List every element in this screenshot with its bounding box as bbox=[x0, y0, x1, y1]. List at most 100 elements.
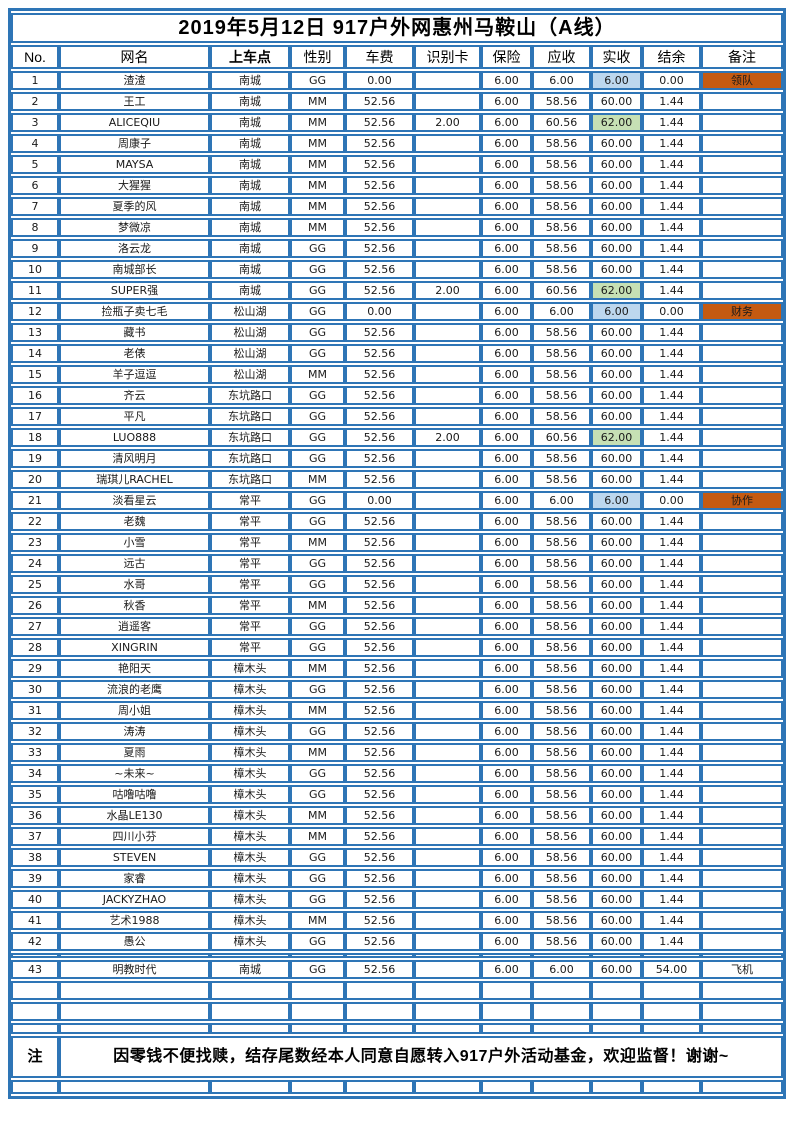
cell-stop: 常平 bbox=[210, 512, 290, 531]
cell-balance: 1.44 bbox=[642, 449, 701, 468]
cell-paid: 60.00 bbox=[591, 617, 642, 636]
cell-no: 9 bbox=[11, 239, 59, 258]
cell-insurance: 6.00 bbox=[481, 470, 532, 489]
cell-remark bbox=[701, 911, 783, 930]
cell-gender: MM bbox=[290, 134, 345, 153]
cell-gender: GG bbox=[290, 386, 345, 405]
cell-insurance: 6.00 bbox=[481, 92, 532, 111]
cell-stop: 樟木头 bbox=[210, 785, 290, 804]
cell-card: 2.00 bbox=[414, 281, 481, 300]
cell-due: 58.56 bbox=[532, 239, 591, 258]
table-row: 26 秋香 常平 MM 52.56 6.00 58.56 60.00 1.44 bbox=[11, 596, 783, 615]
cell-no: 35 bbox=[11, 785, 59, 804]
table-row: 32 涛涛 樟木头 GG 52.56 6.00 58.56 60.00 1.44 bbox=[11, 722, 783, 741]
cell-name: 齐云 bbox=[59, 386, 210, 405]
cell-due: 58.56 bbox=[532, 785, 591, 804]
column-header-remark: 备注 bbox=[701, 45, 783, 69]
empty-cell bbox=[532, 1023, 591, 1034]
cell-gender: GG bbox=[290, 260, 345, 279]
column-header-no: No. bbox=[11, 45, 59, 69]
cell-balance: 1.44 bbox=[642, 764, 701, 783]
roster-table-body: 1 渣渣 南城 GG 0.00 6.00 6.00 6.00 0.00 领队 2 王工 南城 MM 52.5… bbox=[11, 71, 783, 1094]
cell-stop: 南城 bbox=[210, 92, 290, 111]
cell-no: 6 bbox=[11, 176, 59, 195]
cell-remark bbox=[701, 848, 783, 867]
empty-cell bbox=[481, 1002, 532, 1021]
column-header-stop: 上车点 bbox=[210, 45, 290, 69]
note-row: 注因零钱不便找赎，结存尾数经本人同意自愿转入917户外活动基金，欢迎监督！谢谢~ bbox=[11, 1036, 783, 1078]
table-row: 16 齐云 东坑路口 GG 52.56 6.00 58.56 60.00 1.44 bbox=[11, 386, 783, 405]
cell-no: 19 bbox=[11, 449, 59, 468]
cell-stop: 樟木头 bbox=[210, 932, 290, 951]
empty-cell bbox=[591, 953, 642, 958]
cell-gender: GG bbox=[290, 722, 345, 741]
empty-cell bbox=[290, 1023, 345, 1034]
table-row: 5 MAYSA 南城 MM 52.56 6.00 58.56 60.00 1.44 bbox=[11, 155, 783, 174]
cell-remark bbox=[701, 218, 783, 237]
cell-card bbox=[414, 722, 481, 741]
empty-cell bbox=[345, 1023, 414, 1034]
cell-due: 6.00 bbox=[532, 71, 591, 90]
empty-cell bbox=[591, 1002, 642, 1021]
empty-cell bbox=[11, 1002, 59, 1021]
cell-stop: 松山湖 bbox=[210, 323, 290, 342]
cell-stop: 常平 bbox=[210, 575, 290, 594]
cell-card bbox=[414, 365, 481, 384]
cell-stop: 樟木头 bbox=[210, 890, 290, 909]
cell-due: 58.56 bbox=[532, 470, 591, 489]
cell-remark bbox=[701, 890, 783, 909]
table-row: 13 藏书 松山湖 GG 52.56 6.00 58.56 60.00 1.44 bbox=[11, 323, 783, 342]
cell-card bbox=[414, 743, 481, 762]
cell-card bbox=[414, 323, 481, 342]
cell-paid: 60.00 bbox=[591, 470, 642, 489]
cell-gender: MM bbox=[290, 176, 345, 195]
table-row: 36 水晶LE130 樟木头 MM 52.56 6.00 58.56 60.00 1.44 bbox=[11, 806, 783, 825]
empty-cell bbox=[59, 953, 210, 958]
cell-name: 水哥 bbox=[59, 575, 210, 594]
cell-card bbox=[414, 92, 481, 111]
cell-remark bbox=[701, 764, 783, 783]
cell-gender: MM bbox=[290, 596, 345, 615]
cell-card bbox=[414, 659, 481, 678]
empty-cell bbox=[414, 1023, 481, 1034]
table-row: 39 家睿 樟木头 GG 52.56 6.00 58.56 60.00 1.44 bbox=[11, 869, 783, 888]
cell-fare: 52.56 bbox=[345, 197, 414, 216]
cell-stop: 南城 bbox=[210, 71, 290, 90]
cell-stop: 常平 bbox=[210, 533, 290, 552]
cell-card bbox=[414, 344, 481, 363]
cell-gender: MM bbox=[290, 365, 345, 384]
empty-cell bbox=[701, 1002, 783, 1021]
cell-paid: 60.00 bbox=[591, 575, 642, 594]
cell-no: 36 bbox=[11, 806, 59, 825]
cell-name: 梦微凉 bbox=[59, 218, 210, 237]
empty-cell bbox=[481, 953, 532, 958]
cell-due: 58.56 bbox=[532, 806, 591, 825]
cell-remark bbox=[701, 722, 783, 741]
cell-gender: MM bbox=[290, 806, 345, 825]
cell-remark bbox=[701, 638, 783, 657]
cell-insurance: 6.00 bbox=[481, 491, 532, 510]
cell-due: 60.56 bbox=[532, 281, 591, 300]
column-header-due: 应收 bbox=[532, 45, 591, 69]
cell-balance: 1.44 bbox=[642, 113, 701, 132]
cell-paid: 60.00 bbox=[591, 449, 642, 468]
column-header-name: 网名 bbox=[59, 45, 210, 69]
cell-paid: 60.00 bbox=[591, 596, 642, 615]
cell-fare: 0.00 bbox=[345, 302, 414, 321]
cell-balance: 1.44 bbox=[642, 785, 701, 804]
cell-paid: 60.00 bbox=[591, 743, 642, 762]
cell-due: 58.56 bbox=[532, 869, 591, 888]
cell-insurance: 6.00 bbox=[481, 617, 532, 636]
cell-insurance: 6.00 bbox=[481, 134, 532, 153]
cell-card: 2.00 bbox=[414, 113, 481, 132]
cell-fare: 52.56 bbox=[345, 92, 414, 111]
cell-fare: 52.56 bbox=[345, 911, 414, 930]
cell-no: 40 bbox=[11, 890, 59, 909]
table-row: 17 平凡 东坑路口 GG 52.56 6.00 58.56 60.00 1.44 bbox=[11, 407, 783, 426]
cell-balance: 0.00 bbox=[642, 491, 701, 510]
cell-remark bbox=[701, 827, 783, 846]
cell-balance: 0.00 bbox=[642, 302, 701, 321]
cell-card bbox=[414, 386, 481, 405]
cell-no: 4 bbox=[11, 134, 59, 153]
cell-paid: 60.00 bbox=[591, 365, 642, 384]
